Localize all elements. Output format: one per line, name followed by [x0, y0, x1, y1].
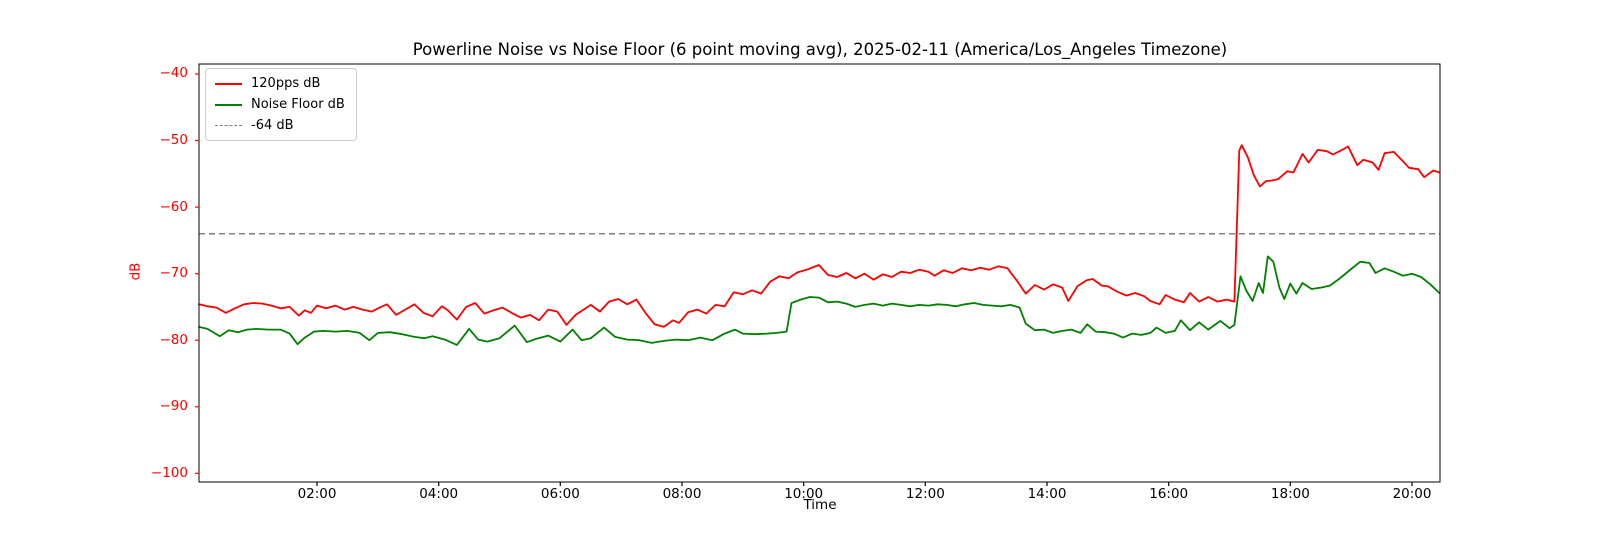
dashed-line-sample-icon	[215, 125, 242, 126]
legend-entry-120pps: 120pps dB	[215, 76, 345, 91]
series-line-120pps	[198, 144, 1441, 328]
legend-label: Noise Floor dB	[251, 97, 345, 112]
green-line-sample-icon	[215, 103, 242, 106]
legend-entry-64db: -64 dB	[215, 118, 345, 133]
x-tick-label: 04:00	[419, 486, 459, 502]
y-tick-label: −90	[159, 398, 189, 415]
y-tick-label: −100	[150, 464, 188, 481]
y-tick-label: −80	[159, 331, 189, 348]
y-tick-label: −40	[159, 65, 189, 82]
x-tick-label: 20:00	[1392, 486, 1432, 502]
x-tick-label: 16:00	[1149, 486, 1189, 502]
y-tick-label: −70	[159, 265, 189, 282]
x-tick-label: 14:00	[1027, 486, 1067, 502]
chart-title: Powerline Noise vs Noise Floor (6 point …	[412, 40, 1228, 59]
y-tick-label: −60	[159, 198, 189, 215]
x-tick-label: 10:00	[784, 486, 824, 502]
x-axis-label: Time	[803, 497, 837, 513]
legend-entry-noise-floor: Noise Floor dB	[215, 97, 345, 112]
x-tick-label: 06:00	[540, 486, 580, 502]
x-tick-label: 12:00	[905, 486, 945, 502]
legend-label: 120pps dB	[251, 76, 321, 91]
x-tick-label: 18:00	[1270, 486, 1310, 502]
x-tick-label: 02:00	[297, 486, 337, 502]
axes-border	[198, 63, 1441, 483]
legend-label: -64 dB	[251, 118, 294, 133]
legend: 120pps dB Noise Floor dB -64 dB	[205, 68, 357, 141]
y-tick-label: −50	[159, 132, 189, 149]
x-tick-label: 08:00	[662, 486, 702, 502]
red-line-sample-icon	[215, 82, 242, 85]
series-line-noise-floor	[198, 255, 1441, 346]
